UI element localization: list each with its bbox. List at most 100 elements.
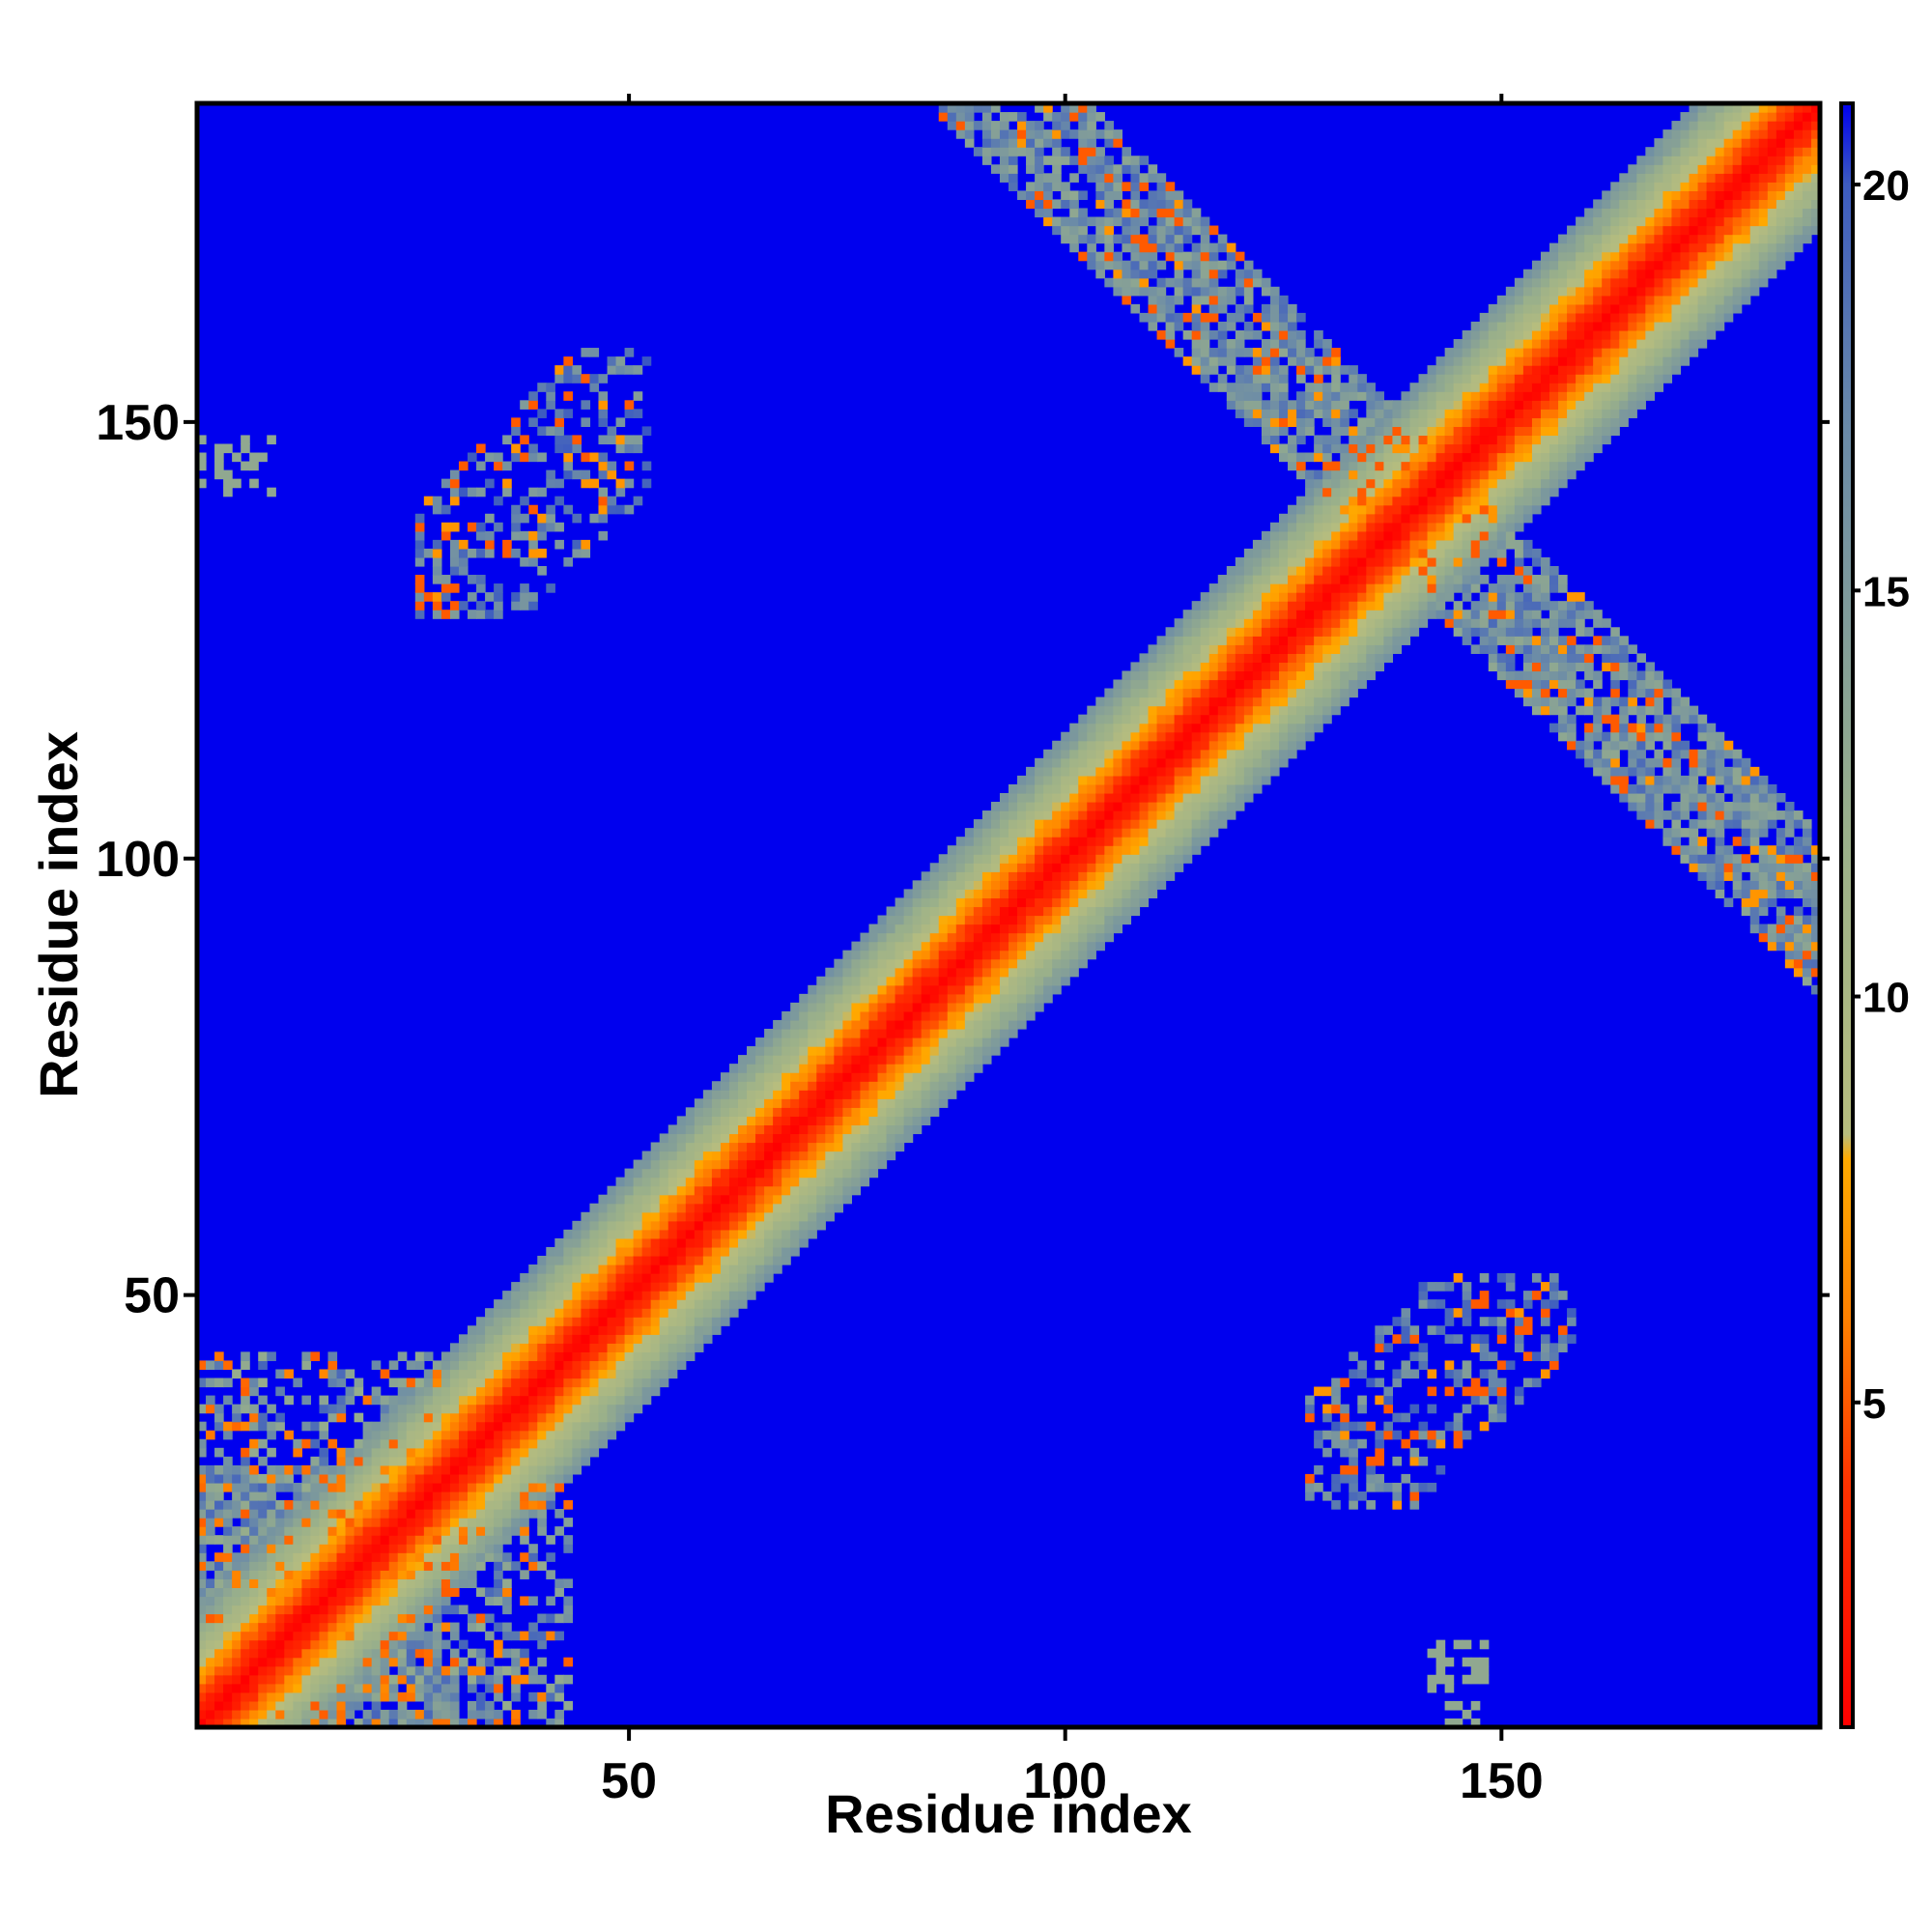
heatmap-cell xyxy=(354,1718,364,1728)
heatmap-cell xyxy=(1200,242,1210,253)
heatmap-cell xyxy=(921,993,931,1004)
heatmap-cell xyxy=(1087,923,1096,934)
heatmap-cell xyxy=(554,1308,564,1318)
heatmap-cell xyxy=(895,1064,905,1073)
heatmap-cell xyxy=(458,1665,469,1676)
heatmap-cell xyxy=(537,409,547,418)
heatmap-cell xyxy=(249,1447,259,1458)
heatmap-cell xyxy=(1305,670,1315,681)
heatmap-cell xyxy=(877,1116,888,1126)
heatmap-cell xyxy=(1191,828,1202,838)
heatmap-cell xyxy=(1009,932,1018,943)
heatmap-cell xyxy=(388,1421,399,1432)
heatmap-cell xyxy=(537,1473,547,1484)
heatmap-cell xyxy=(1200,723,1210,733)
heatmap-cell xyxy=(868,967,879,978)
heatmap-cell xyxy=(1026,783,1036,794)
heatmap-cell xyxy=(563,391,573,401)
heatmap-cell xyxy=(485,1421,495,1432)
heatmap-cell xyxy=(197,1683,207,1693)
heatmap-cell xyxy=(973,923,983,934)
heatmap-cell xyxy=(1296,627,1306,637)
heatmap-cell xyxy=(1314,662,1323,672)
heatmap-cell xyxy=(502,1509,512,1519)
heatmap-cell xyxy=(476,1552,486,1562)
heatmap-cell xyxy=(921,871,931,881)
heatmap-cell xyxy=(1035,837,1044,846)
heatmap-cell xyxy=(1261,749,1271,759)
heatmap-cell xyxy=(728,1237,739,1248)
heatmap-cell xyxy=(834,967,843,978)
heatmap-cell xyxy=(223,1570,233,1579)
heatmap-cell xyxy=(449,1578,460,1588)
heatmap-cell xyxy=(1235,802,1245,811)
heatmap-cell xyxy=(362,1613,373,1624)
heatmap-cell xyxy=(1104,819,1114,829)
heatmap-cell xyxy=(554,1369,564,1379)
heatmap-cell xyxy=(249,1509,259,1519)
heatmap-cell xyxy=(310,1456,321,1466)
heatmap-cell xyxy=(310,1544,321,1553)
heatmap-cell xyxy=(1017,993,1027,1004)
heatmap-cell xyxy=(1139,234,1150,244)
heatmap-cell xyxy=(310,1709,321,1719)
heatmap-cell xyxy=(232,1683,242,1693)
heatmap-cell xyxy=(458,1412,469,1423)
heatmap-cell xyxy=(694,1317,704,1326)
heatmap-cell xyxy=(1261,426,1271,437)
heatmap-cell xyxy=(476,1325,486,1335)
heatmap-cell xyxy=(1252,539,1263,550)
heatmap-cell xyxy=(1305,731,1315,742)
heatmap-cell xyxy=(258,1544,268,1553)
heatmap-cell xyxy=(1226,688,1236,698)
heatmap-cell xyxy=(537,1317,547,1326)
heatmap-cell xyxy=(563,1291,573,1300)
heatmap-cell xyxy=(808,1064,817,1073)
heatmap-cell xyxy=(581,1456,591,1466)
heatmap-cell xyxy=(1208,583,1219,593)
heatmap-cell xyxy=(1087,766,1096,777)
heatmap-cell xyxy=(1252,688,1263,698)
heatmap-cell xyxy=(694,1291,704,1300)
heatmap-cell xyxy=(589,348,600,357)
heatmap-cell xyxy=(1130,845,1141,855)
heatmap-cell xyxy=(842,1028,853,1038)
heatmap-cell xyxy=(249,1700,259,1711)
heatmap-cell xyxy=(1182,670,1193,681)
heatmap-cell xyxy=(711,1194,722,1205)
heatmap-cell xyxy=(1052,984,1062,995)
heatmap-cell xyxy=(1069,173,1079,183)
heatmap-cell xyxy=(1104,783,1114,794)
heatmap-cell xyxy=(659,1142,669,1152)
heatmap-cell xyxy=(397,1665,408,1676)
heatmap-cell xyxy=(694,1343,704,1352)
heatmap-cell xyxy=(414,601,425,611)
heatmap-cell xyxy=(834,1098,843,1108)
heatmap-cell xyxy=(206,1631,215,1641)
heatmap-cell xyxy=(624,1185,635,1196)
heatmap-cell xyxy=(598,1369,609,1379)
heatmap-cell xyxy=(546,1596,555,1606)
heatmap-cell xyxy=(702,1133,713,1144)
heatmap-cell xyxy=(799,1177,809,1187)
heatmap-cell xyxy=(511,513,521,524)
heatmap-cell xyxy=(293,1605,302,1615)
heatmap-cell xyxy=(990,923,1001,934)
heatmap-cell xyxy=(440,1587,451,1598)
heatmap-cell xyxy=(406,1421,416,1432)
heatmap-cell xyxy=(659,1246,669,1257)
heatmap-cell xyxy=(327,1639,338,1650)
heatmap-cell xyxy=(354,1447,364,1458)
heatmap-cell xyxy=(1288,688,1297,698)
heatmap-cell xyxy=(808,1159,817,1170)
heatmap-cell xyxy=(458,556,469,567)
heatmap-cell xyxy=(607,1404,617,1414)
heatmap-cell xyxy=(206,1404,215,1414)
heatmap-cell xyxy=(711,1081,722,1091)
heatmap-cell xyxy=(589,1430,600,1440)
heatmap-cell xyxy=(197,1404,207,1414)
heatmap-cell xyxy=(563,1255,573,1265)
heatmap-cell xyxy=(773,1037,782,1047)
heatmap-cell xyxy=(929,958,940,969)
heatmap-cell xyxy=(755,1168,765,1179)
